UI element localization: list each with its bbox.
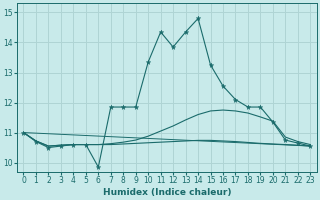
X-axis label: Humidex (Indice chaleur): Humidex (Indice chaleur) <box>103 188 231 197</box>
